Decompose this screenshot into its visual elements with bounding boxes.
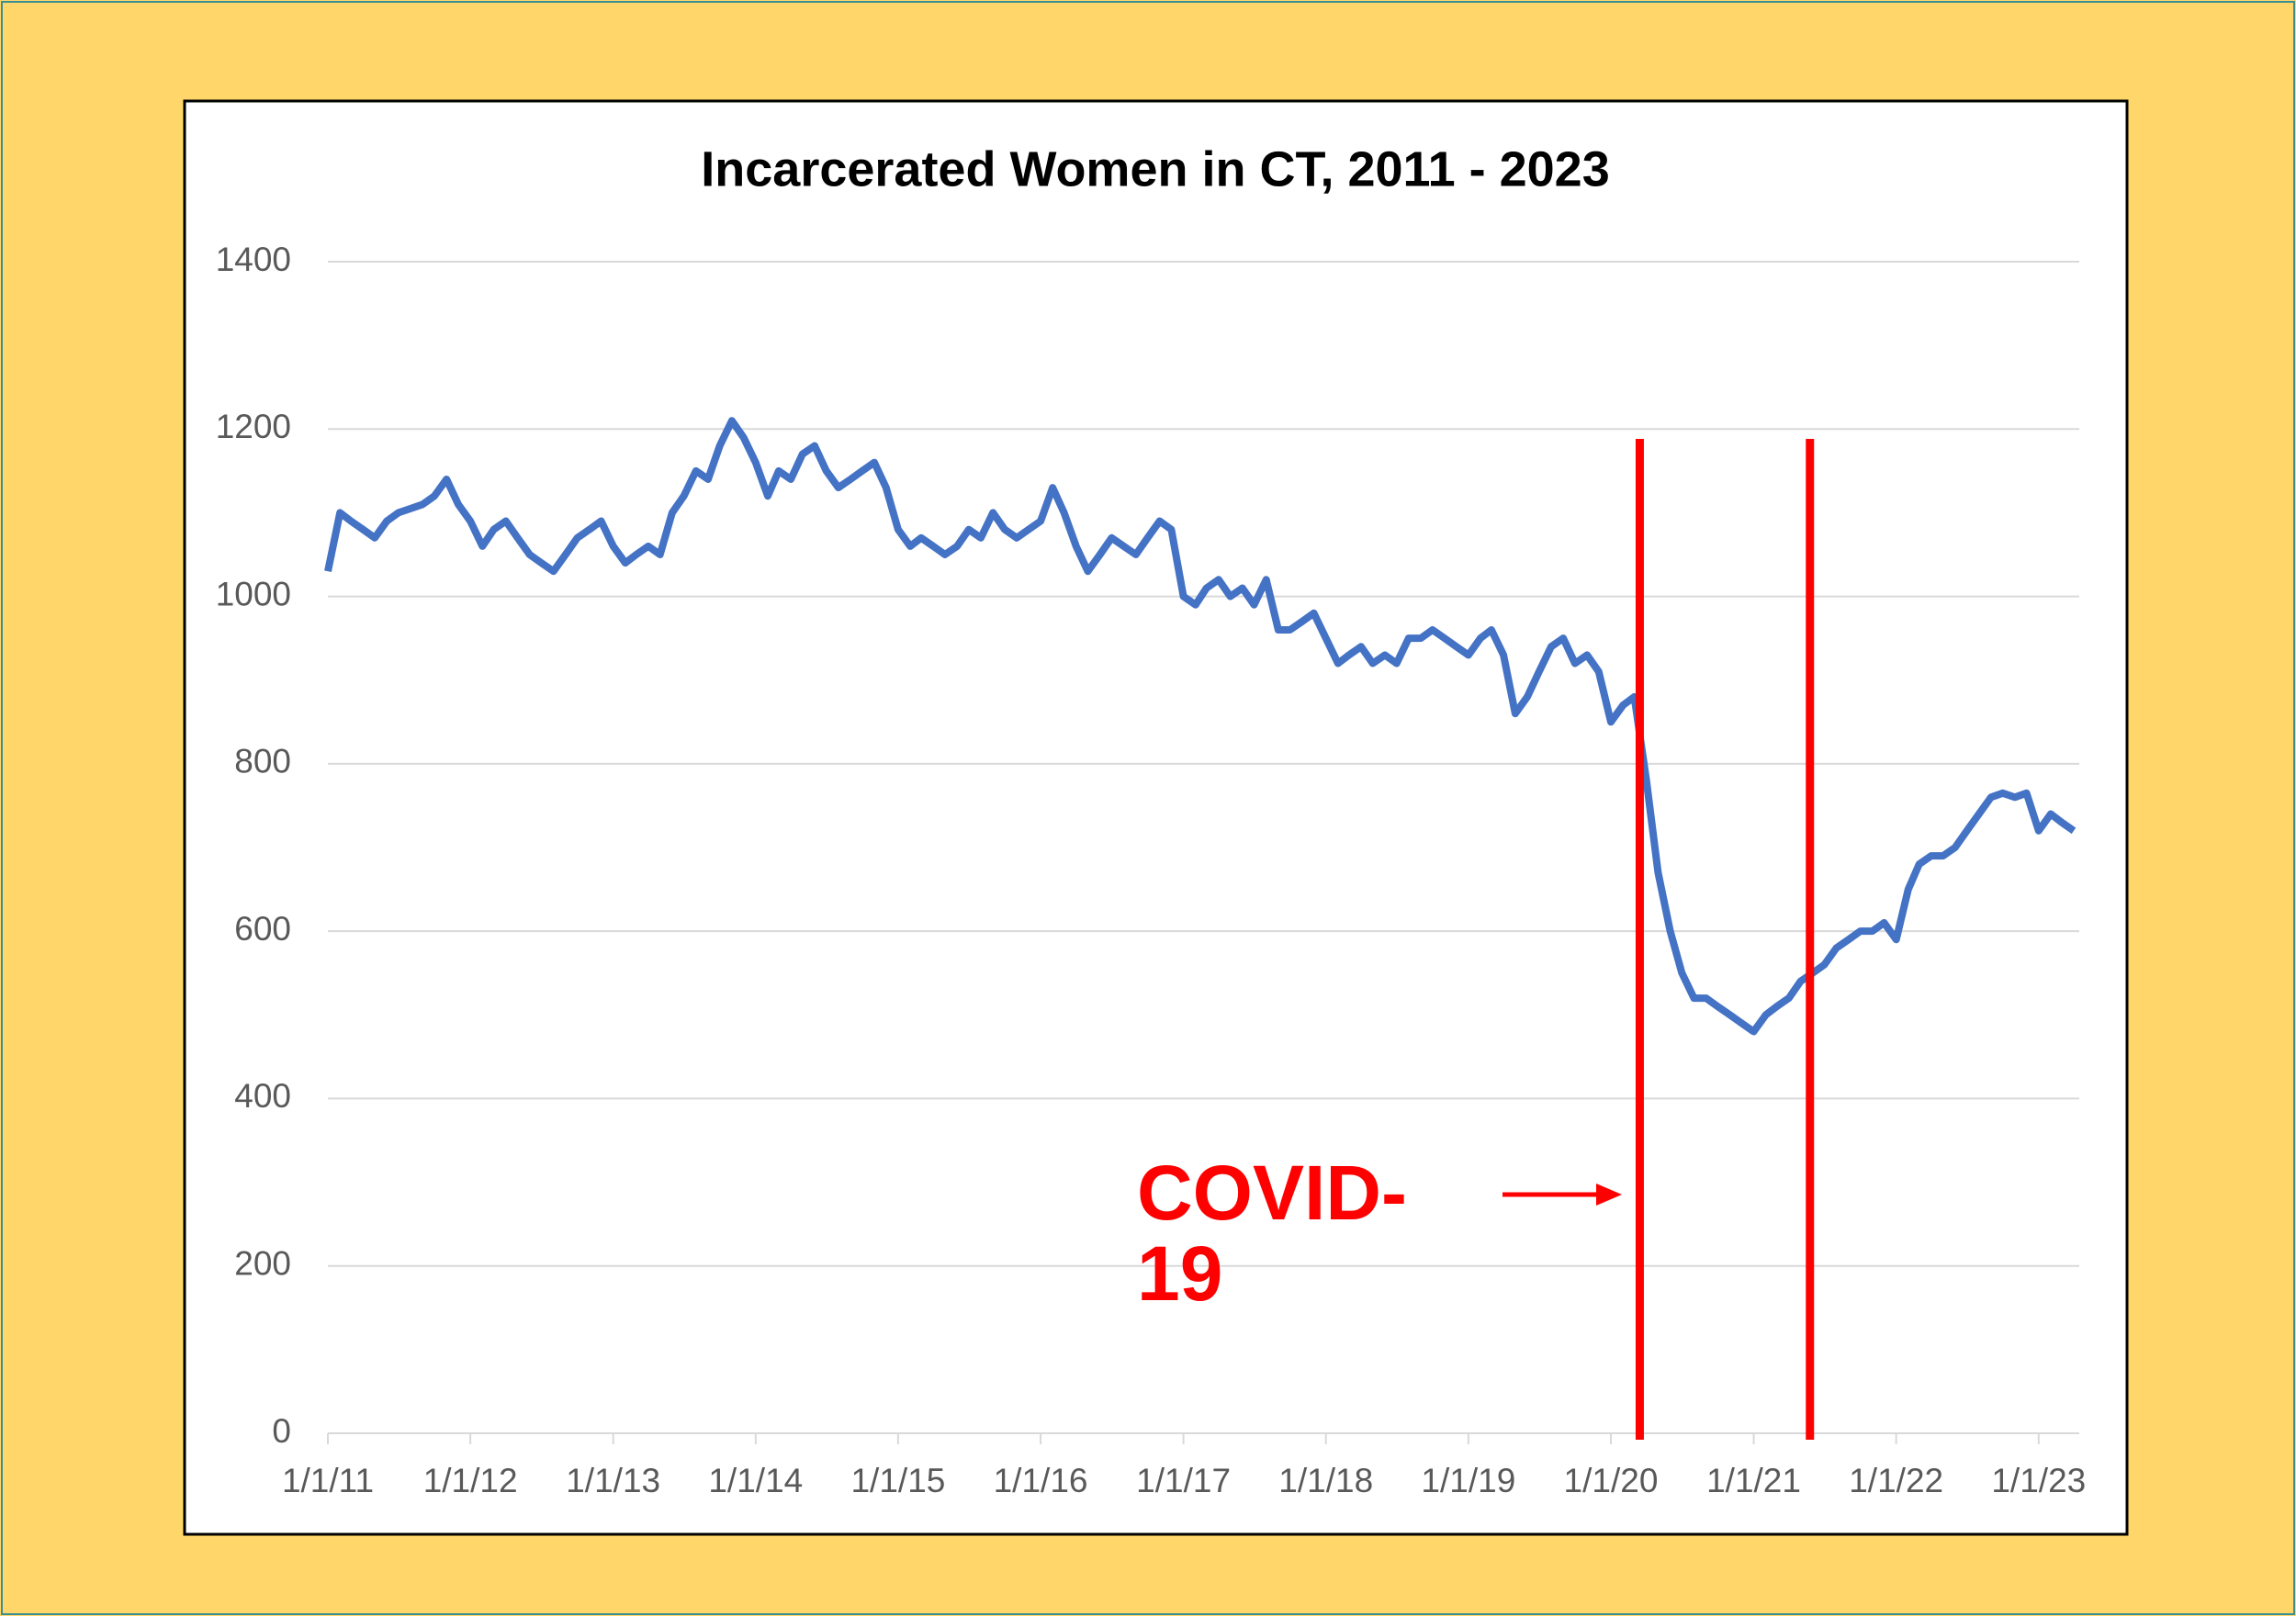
x-tick-label: 1/1/11 [282, 1462, 374, 1499]
x-tick-label: 1/1/14 [708, 1462, 803, 1499]
x-tick-label: 1/1/18 [1278, 1462, 1373, 1499]
y-tick-label: 800 [234, 743, 291, 780]
x-tick-label: 1/1/16 [994, 1462, 1088, 1499]
x-tick-label: 1/1/17 [1136, 1462, 1231, 1499]
line [324, 417, 2077, 1036]
arrow-head [1596, 1184, 1622, 1206]
x-tick-label: 1/1/20 [1564, 1462, 1659, 1499]
y-tick-label: 1200 [216, 408, 291, 445]
x-tick-label: 1/1/23 [1991, 1462, 2086, 1499]
annotation: COVID-19 [1137, 1150, 1407, 1318]
y-tick-label: 200 [234, 1244, 291, 1282]
y-tick-label: 0 [272, 1412, 291, 1450]
chart-title: Incarcerated Women in CT, 2011 - 2023 [701, 141, 1609, 196]
x-tick-label: 1/1/22 [1849, 1462, 1943, 1499]
y-tick-label: 1400 [216, 241, 291, 278]
x-tick-label: 1/1/13 [566, 1462, 660, 1499]
y-tick-label: 1000 [216, 575, 291, 612]
y-tick-label: 400 [234, 1077, 291, 1115]
x-tick-label: 1/1/15 [850, 1462, 945, 1499]
x-tick-label: 1/1/19 [1421, 1462, 1515, 1499]
x-tick-label: 1/1/12 [423, 1462, 518, 1499]
x-tick-label: 1/1/21 [1706, 1462, 1801, 1499]
y-tick-label: 600 [234, 910, 291, 948]
chart-area [183, 99, 2129, 1536]
